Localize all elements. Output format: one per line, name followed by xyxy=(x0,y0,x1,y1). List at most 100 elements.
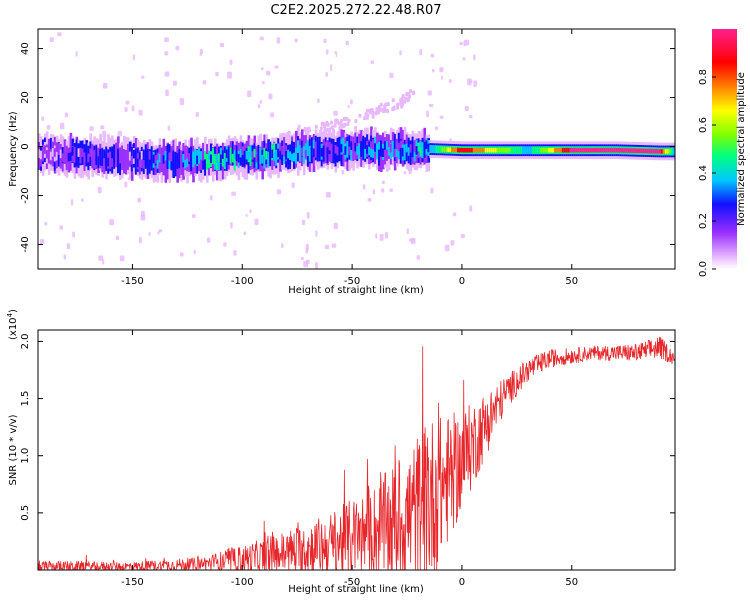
spectrogram-cell xyxy=(279,150,282,160)
spectrogram-cell xyxy=(302,147,306,164)
spectrogram-cell xyxy=(243,154,247,164)
spectrogram-cell xyxy=(341,169,345,175)
spectrogram-cell xyxy=(401,99,405,104)
spectrogram-cell xyxy=(459,41,463,46)
spectrogram-cell xyxy=(144,159,148,168)
spectrogram-cell xyxy=(55,151,59,161)
spectrogram-cell xyxy=(470,147,474,153)
snr-x-tick-label: 50 xyxy=(565,577,578,588)
spectrogram-cell xyxy=(267,154,270,163)
spectrogram-cell xyxy=(406,228,409,235)
spectrogram-cell xyxy=(668,149,672,154)
spectrogram-cell xyxy=(46,125,51,130)
spectrogram-cell xyxy=(442,220,446,226)
spectrogram-cell xyxy=(69,152,73,161)
snr-x-label: Height of straight line (km) xyxy=(288,584,424,595)
spectrogram-cell xyxy=(217,153,221,162)
spectrogram-cell xyxy=(194,175,198,179)
spectrogram-x-tick-label: 0 xyxy=(459,276,465,287)
spectrogram-cell xyxy=(331,243,337,248)
spectrogram-cell xyxy=(95,145,98,162)
spectrogram-cell xyxy=(89,148,92,165)
spectrogram-cell xyxy=(407,147,411,156)
spectrogram-cell xyxy=(157,231,160,235)
spectrogram-cell xyxy=(437,147,440,152)
spectrogram-cell xyxy=(579,147,583,153)
spectrogram-cell xyxy=(627,148,630,153)
spectrogram-cell xyxy=(124,150,128,159)
spectrogram-cell xyxy=(239,148,243,158)
spectrogram-cell xyxy=(443,147,446,152)
snr-y-tick-label: 2.0 xyxy=(20,333,31,349)
spectrogram-cell xyxy=(80,232,83,239)
spectrogram-cell xyxy=(342,141,346,151)
spectrogram-cell xyxy=(447,147,450,152)
spectrogram-cell xyxy=(51,148,55,157)
snr-x-ticks: -150 -100 -50 0 50 xyxy=(121,330,578,588)
spectrogram-cell xyxy=(636,148,640,154)
spectrogram-cell xyxy=(381,148,385,157)
spectrogram-cell xyxy=(648,148,652,154)
spectrogram-cell xyxy=(192,152,195,161)
spectrogram-cell xyxy=(273,152,276,161)
spectrogram-cell xyxy=(419,147,423,157)
spectrogram-cell xyxy=(398,222,402,228)
spectrogram-cell xyxy=(421,142,425,152)
spectrogram-cell xyxy=(79,154,83,164)
spectrogram-cell xyxy=(348,138,351,155)
colorbar-tick-label: 0.8 xyxy=(698,69,709,85)
spectrogram-cell xyxy=(404,96,408,101)
spectrogram-cell xyxy=(320,148,324,157)
spectrogram-cell xyxy=(229,149,233,159)
spectrogram-cell xyxy=(371,114,375,119)
spectrogram-cell xyxy=(660,149,664,154)
spectrogram-cell xyxy=(294,38,298,43)
spectrogram-cell xyxy=(375,107,379,112)
spectrogram-cell xyxy=(635,148,638,154)
spectrogram-cell xyxy=(81,148,85,158)
spectrogram-y-tick-label: 0 xyxy=(20,143,31,149)
spectrogram-cell xyxy=(409,99,414,104)
spectrogram-cell xyxy=(502,147,506,153)
spectrogram-cell xyxy=(400,104,404,109)
spectrogram-cell xyxy=(356,249,361,255)
spectrogram-cell xyxy=(233,154,237,171)
spectrogram-cell xyxy=(77,148,81,157)
spectrogram-cell xyxy=(332,235,338,240)
spectrogram-cell xyxy=(439,115,444,119)
spectrogram-cell xyxy=(550,147,553,153)
spectrogram-cell xyxy=(217,154,221,171)
spectrogram-cell xyxy=(276,37,281,44)
spectrogram-cell xyxy=(47,141,51,158)
spectrogram-cell xyxy=(186,158,189,168)
spectrogram-cell xyxy=(462,57,466,61)
spectrogram-cell xyxy=(172,80,177,86)
spectrogram-cell xyxy=(312,148,316,158)
spectrogram-cell xyxy=(93,152,96,169)
spectrogram-cell xyxy=(666,149,670,154)
spectrogram-cell xyxy=(599,147,603,153)
spectrogram-cell xyxy=(435,146,438,152)
spectrogram-cell xyxy=(124,181,128,188)
spectrogram-cell xyxy=(350,144,353,161)
spectrogram-cell xyxy=(144,150,148,167)
spectrogram-cell xyxy=(132,149,136,159)
spectrogram-cell xyxy=(597,147,601,153)
spectrogram-cell xyxy=(411,91,415,96)
spectrogram-cell xyxy=(119,255,125,262)
spectrogram-cell xyxy=(259,147,263,157)
spectrogram-cell xyxy=(621,148,624,153)
spectrogram-cell xyxy=(308,146,312,155)
spectrogram-cell xyxy=(336,146,340,156)
spectrogram-cell xyxy=(345,40,349,46)
spectrogram-cell xyxy=(113,53,119,60)
spectrogram-cell xyxy=(348,146,351,156)
spectrogram-cell xyxy=(103,149,106,159)
spectrogram-cell xyxy=(461,147,464,153)
spectrogram-cell xyxy=(476,85,479,89)
spectrogram-cell xyxy=(224,67,229,72)
spectrogram-cell xyxy=(658,149,662,154)
spectrogram-cell xyxy=(334,144,338,154)
spectrogram-cell xyxy=(47,153,51,163)
spectrogram-cell xyxy=(305,247,309,254)
